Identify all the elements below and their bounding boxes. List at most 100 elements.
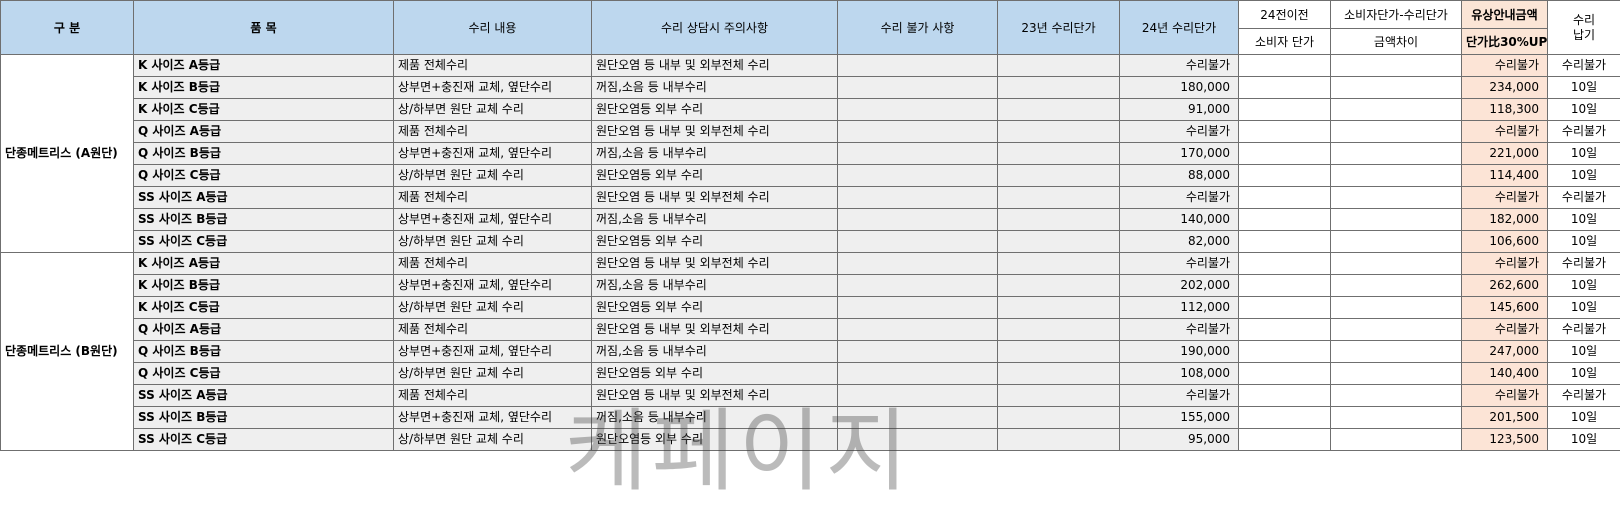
cell-notes[interactable]: 원단오염등 외부 수리: [592, 297, 838, 319]
cell-unrepairable[interactable]: [838, 319, 998, 341]
cell-paid[interactable]: 수리불가: [1462, 187, 1548, 209]
cell-notes[interactable]: 원단오염 등 내부 및 외부전체 수리: [592, 121, 838, 143]
cell-price24[interactable]: 91,000: [1120, 99, 1239, 121]
cell-item[interactable]: K 사이즈 A등급: [134, 253, 394, 275]
cell-paid[interactable]: 221,000: [1462, 143, 1548, 165]
cell-consumer-price[interactable]: [1239, 429, 1331, 451]
cell-unrepairable[interactable]: [838, 165, 998, 187]
cell-repair[interactable]: 상/하부면 원단 교체 수리: [394, 297, 592, 319]
cell-diff[interactable]: [1331, 341, 1462, 363]
cell-consumer-price[interactable]: [1239, 143, 1331, 165]
cell-unrepairable[interactable]: [838, 77, 998, 99]
cell-repair[interactable]: 상/하부면 원단 교체 수리: [394, 363, 592, 385]
cell-item[interactable]: Q 사이즈 C등급: [134, 363, 394, 385]
cell-consumer-price[interactable]: [1239, 55, 1331, 77]
cell-days[interactable]: 수리불가: [1548, 121, 1620, 143]
cell-consumer-price[interactable]: [1239, 275, 1331, 297]
header-diff-top[interactable]: 소비자단가-수리단가: [1331, 1, 1462, 29]
cell-price23[interactable]: [998, 231, 1120, 253]
cell-notes[interactable]: 원단오염 등 내부 및 외부전체 수리: [592, 319, 838, 341]
cell-price24[interactable]: 140,000: [1120, 209, 1239, 231]
cell-price24[interactable]: 수리불가: [1120, 187, 1239, 209]
header-notes[interactable]: 수리 상담시 주의사항: [592, 1, 838, 55]
header-repair[interactable]: 수리 내용: [394, 1, 592, 55]
cell-price24[interactable]: 180,000: [1120, 77, 1239, 99]
cell-price24[interactable]: 수리불가: [1120, 319, 1239, 341]
cell-days[interactable]: 10일: [1548, 363, 1620, 385]
cell-notes[interactable]: 꺼짐,소음 등 내부수리: [592, 341, 838, 363]
cell-unrepairable[interactable]: [838, 231, 998, 253]
cell-price23[interactable]: [998, 143, 1120, 165]
cell-paid[interactable]: 수리불가: [1462, 253, 1548, 275]
cell-days[interactable]: 10일: [1548, 275, 1620, 297]
cell-price23[interactable]: [998, 407, 1120, 429]
cell-item[interactable]: SS 사이즈 B등급: [134, 209, 394, 231]
cell-repair[interactable]: 상/하부면 원단 교체 수리: [394, 99, 592, 121]
cell-days[interactable]: 10일: [1548, 407, 1620, 429]
cell-notes[interactable]: 꺼짐,소음 등 내부수리: [592, 143, 838, 165]
cell-unrepairable[interactable]: [838, 187, 998, 209]
cell-unrepairable[interactable]: [838, 341, 998, 363]
cell-paid[interactable]: 114,400: [1462, 165, 1548, 187]
cell-consumer-price[interactable]: [1239, 165, 1331, 187]
cell-paid[interactable]: 182,000: [1462, 209, 1548, 231]
cell-notes[interactable]: 원단오염 등 내부 및 외부전체 수리: [592, 385, 838, 407]
cell-notes[interactable]: 원단오염등 외부 수리: [592, 429, 838, 451]
cell-item[interactable]: Q 사이즈 C등급: [134, 165, 394, 187]
cell-price24[interactable]: 수리불가: [1120, 385, 1239, 407]
cell-price23[interactable]: [998, 319, 1120, 341]
group-label[interactable]: 단종메트리스 (A원단): [1, 55, 134, 253]
cell-diff[interactable]: [1331, 99, 1462, 121]
cell-days[interactable]: 수리불가: [1548, 253, 1620, 275]
cell-repair[interactable]: 제품 전체수리: [394, 55, 592, 77]
cell-paid[interactable]: 118,300: [1462, 99, 1548, 121]
cell-repair[interactable]: 제품 전체수리: [394, 187, 592, 209]
cell-diff[interactable]: [1331, 319, 1462, 341]
cell-repair[interactable]: 상부면+충진재 교체, 옆단수리: [394, 209, 592, 231]
cell-repair[interactable]: 상/하부면 원단 교체 수리: [394, 231, 592, 253]
cell-diff[interactable]: [1331, 407, 1462, 429]
cell-paid[interactable]: 수리불가: [1462, 55, 1548, 77]
cell-paid[interactable]: 140,400: [1462, 363, 1548, 385]
cell-price24[interactable]: 190,000: [1120, 341, 1239, 363]
cell-price23[interactable]: [998, 385, 1120, 407]
cell-price23[interactable]: [998, 429, 1120, 451]
cell-price23[interactable]: [998, 99, 1120, 121]
cell-diff[interactable]: [1331, 55, 1462, 77]
cell-diff[interactable]: [1331, 121, 1462, 143]
cell-notes[interactable]: 꺼짐,소음 등 내부수리: [592, 77, 838, 99]
cell-price23[interactable]: [998, 121, 1120, 143]
cell-paid[interactable]: 수리불가: [1462, 385, 1548, 407]
cell-diff[interactable]: [1331, 385, 1462, 407]
cell-price23[interactable]: [998, 363, 1120, 385]
cell-price23[interactable]: [998, 297, 1120, 319]
cell-days[interactable]: 10일: [1548, 209, 1620, 231]
cell-repair[interactable]: 상/하부면 원단 교체 수리: [394, 429, 592, 451]
cell-repair[interactable]: 상/하부면 원단 교체 수리: [394, 165, 592, 187]
cell-notes[interactable]: 원단오염 등 내부 및 외부전체 수리: [592, 187, 838, 209]
cell-paid[interactable]: 수리불가: [1462, 121, 1548, 143]
cell-diff[interactable]: [1331, 165, 1462, 187]
cell-price23[interactable]: [998, 275, 1120, 297]
cell-notes[interactable]: 꺼짐,소음 등 내부수리: [592, 209, 838, 231]
cell-item[interactable]: Q 사이즈 B등급: [134, 143, 394, 165]
cell-price24[interactable]: 82,000: [1120, 231, 1239, 253]
cell-paid[interactable]: 201,500: [1462, 407, 1548, 429]
cell-diff[interactable]: [1331, 297, 1462, 319]
cell-consumer-price[interactable]: [1239, 363, 1331, 385]
cell-item[interactable]: SS 사이즈 B등급: [134, 407, 394, 429]
cell-notes[interactable]: 원단오염 등 내부 및 외부전체 수리: [592, 55, 838, 77]
cell-repair[interactable]: 상부면+충진재 교체, 옆단수리: [394, 407, 592, 429]
header-diff-bottom[interactable]: 금액차이: [1331, 29, 1462, 55]
cell-days[interactable]: 수리불가: [1548, 385, 1620, 407]
cell-diff[interactable]: [1331, 187, 1462, 209]
cell-paid[interactable]: 123,500: [1462, 429, 1548, 451]
cell-item[interactable]: SS 사이즈 A등급: [134, 187, 394, 209]
cell-repair[interactable]: 제품 전체수리: [394, 253, 592, 275]
cell-paid[interactable]: 247,000: [1462, 341, 1548, 363]
cell-days[interactable]: 10일: [1548, 165, 1620, 187]
cell-price24[interactable]: 88,000: [1120, 165, 1239, 187]
cell-price24[interactable]: 108,000: [1120, 363, 1239, 385]
cell-days[interactable]: 10일: [1548, 429, 1620, 451]
cell-notes[interactable]: 꺼짐,소음 등 내부수리: [592, 275, 838, 297]
